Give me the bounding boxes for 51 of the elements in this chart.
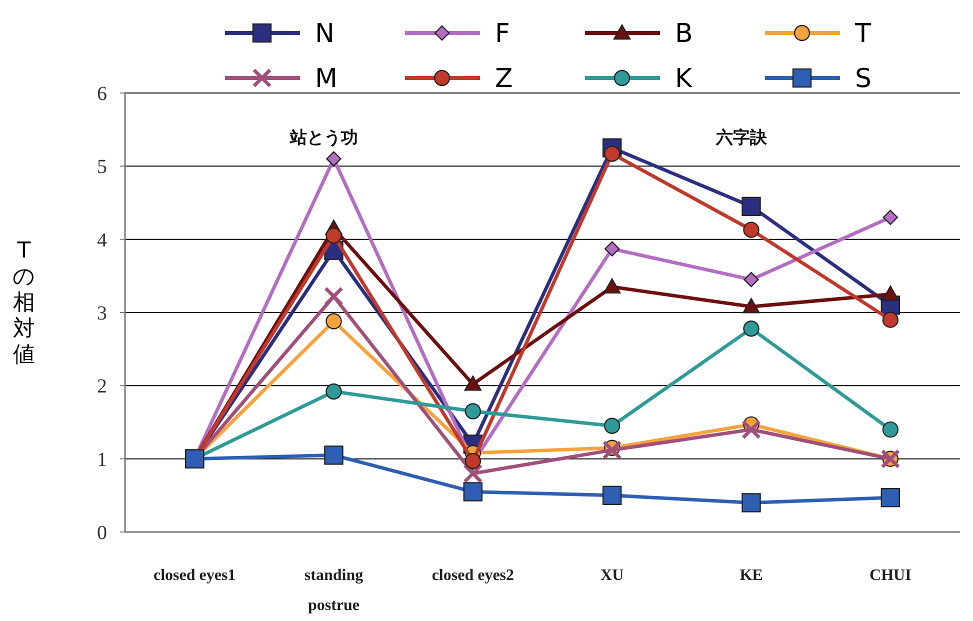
point xyxy=(464,403,482,420)
point xyxy=(326,228,342,244)
point xyxy=(882,312,899,328)
x-tick-label: KE xyxy=(740,567,763,584)
point xyxy=(882,421,899,438)
point xyxy=(882,210,898,225)
x-tick-label: standing postrue xyxy=(304,567,364,614)
point xyxy=(744,272,759,288)
y-tick-label: 1 xyxy=(97,448,107,471)
point xyxy=(742,298,760,314)
point xyxy=(604,418,620,434)
point xyxy=(743,222,760,238)
annotation: 六字訣 xyxy=(714,128,768,148)
point xyxy=(326,383,342,400)
legend-label: T xyxy=(854,19,871,49)
point xyxy=(742,196,761,216)
legend-label: B xyxy=(675,19,693,49)
point xyxy=(882,286,900,301)
y-tick-label: 2 xyxy=(97,376,107,398)
point xyxy=(880,488,900,508)
y-tick-label: 4 xyxy=(97,229,107,252)
point xyxy=(602,440,622,460)
point xyxy=(742,493,761,512)
point xyxy=(463,482,483,502)
point xyxy=(742,420,761,440)
legend-label: N xyxy=(315,19,334,49)
legend-label: K xyxy=(675,64,693,94)
legend-label: M xyxy=(315,64,338,94)
point xyxy=(463,464,483,484)
annotation: 站とう功 xyxy=(288,128,358,148)
x-tick-label: CHUI xyxy=(870,567,912,584)
legend-label: Z xyxy=(495,64,513,94)
x-tick-label: closed eyes2 xyxy=(432,567,514,584)
legend-label: S xyxy=(855,64,872,94)
point xyxy=(326,151,342,166)
y-tick-label: 0 xyxy=(97,522,107,544)
x-tick-label: closed eyes1 xyxy=(153,567,236,584)
y-tick-label: 6 xyxy=(97,83,107,105)
y-tick-label: 3 xyxy=(97,302,107,324)
point xyxy=(604,146,620,162)
point xyxy=(602,486,622,506)
y-tick-label: 5 xyxy=(97,156,107,178)
point xyxy=(324,446,344,465)
x-tick-label: XU xyxy=(600,567,624,584)
point xyxy=(604,241,620,256)
point xyxy=(743,320,760,337)
point xyxy=(326,313,342,330)
legend-label: F xyxy=(495,19,510,49)
point xyxy=(464,376,482,391)
y-axis-title: Tの相対値 xyxy=(12,238,36,368)
point xyxy=(603,278,621,294)
